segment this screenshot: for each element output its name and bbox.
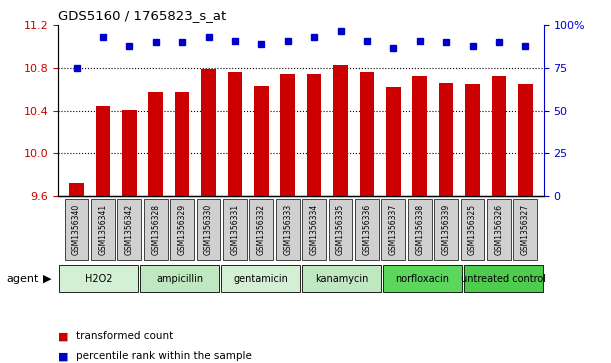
Text: ▶: ▶	[43, 274, 51, 284]
Text: GSM1356331: GSM1356331	[230, 204, 240, 255]
Text: GSM1356325: GSM1356325	[468, 204, 477, 255]
Text: GSM1356337: GSM1356337	[389, 204, 398, 255]
Bar	[201, 69, 216, 196]
Bar	[439, 83, 453, 196]
Text: percentile rank within the sample: percentile rank within the sample	[76, 351, 252, 361]
FancyBboxPatch shape	[117, 199, 141, 260]
FancyBboxPatch shape	[302, 199, 326, 260]
Text: GSM1356329: GSM1356329	[178, 204, 186, 255]
Text: norfloxacin: norfloxacin	[395, 274, 449, 284]
Bar	[412, 76, 427, 196]
Bar	[307, 74, 321, 196]
Text: GSM1356330: GSM1356330	[204, 204, 213, 255]
Bar	[122, 110, 137, 196]
FancyBboxPatch shape	[276, 199, 299, 260]
FancyBboxPatch shape	[355, 199, 379, 260]
FancyBboxPatch shape	[140, 265, 219, 293]
Text: gentamicin: gentamicin	[233, 274, 288, 284]
Text: H2O2: H2O2	[85, 274, 112, 284]
FancyBboxPatch shape	[223, 199, 247, 260]
FancyBboxPatch shape	[464, 265, 543, 293]
FancyBboxPatch shape	[197, 199, 221, 260]
Text: agent: agent	[6, 274, 38, 284]
FancyBboxPatch shape	[91, 199, 115, 260]
Text: kanamycin: kanamycin	[315, 274, 368, 284]
FancyBboxPatch shape	[434, 199, 458, 260]
Bar	[333, 65, 348, 196]
FancyBboxPatch shape	[408, 199, 431, 260]
Bar	[69, 183, 84, 196]
Bar	[148, 91, 163, 196]
Text: GDS5160 / 1765823_s_at: GDS5160 / 1765823_s_at	[58, 9, 226, 22]
Text: GSM1356328: GSM1356328	[151, 204, 160, 255]
Bar	[96, 106, 110, 196]
Text: GSM1356342: GSM1356342	[125, 204, 134, 255]
FancyBboxPatch shape	[221, 265, 300, 293]
Text: GSM1356332: GSM1356332	[257, 204, 266, 255]
Text: ampicillin: ampicillin	[156, 274, 203, 284]
Bar	[175, 91, 189, 196]
Bar	[228, 72, 242, 196]
Text: GSM1356335: GSM1356335	[336, 204, 345, 255]
Text: GSM1356340: GSM1356340	[72, 204, 81, 255]
FancyBboxPatch shape	[170, 199, 194, 260]
Text: GSM1356336: GSM1356336	[362, 204, 371, 255]
Bar	[465, 84, 480, 196]
Text: GSM1356326: GSM1356326	[494, 204, 503, 255]
Text: GSM1356339: GSM1356339	[442, 204, 451, 255]
FancyBboxPatch shape	[383, 265, 462, 293]
Text: GSM1356338: GSM1356338	[415, 204, 424, 255]
FancyBboxPatch shape	[381, 199, 405, 260]
FancyBboxPatch shape	[302, 265, 381, 293]
Text: GSM1356334: GSM1356334	[310, 204, 318, 255]
Text: untreated control: untreated control	[461, 274, 546, 284]
Bar	[280, 74, 295, 196]
Bar	[360, 72, 374, 196]
Text: GSM1356327: GSM1356327	[521, 204, 530, 255]
FancyBboxPatch shape	[59, 265, 138, 293]
Text: ■: ■	[58, 331, 68, 341]
FancyBboxPatch shape	[513, 199, 537, 260]
FancyBboxPatch shape	[249, 199, 273, 260]
FancyBboxPatch shape	[487, 199, 511, 260]
Text: GSM1356333: GSM1356333	[284, 204, 292, 255]
Text: GSM1356341: GSM1356341	[98, 204, 108, 255]
FancyBboxPatch shape	[329, 199, 353, 260]
FancyBboxPatch shape	[144, 199, 167, 260]
Bar	[386, 87, 401, 196]
FancyBboxPatch shape	[65, 199, 89, 260]
FancyBboxPatch shape	[461, 199, 485, 260]
Bar	[518, 84, 533, 196]
Text: transformed count: transformed count	[76, 331, 174, 341]
Text: ■: ■	[58, 351, 68, 361]
Bar	[492, 76, 506, 196]
Bar	[254, 86, 269, 196]
